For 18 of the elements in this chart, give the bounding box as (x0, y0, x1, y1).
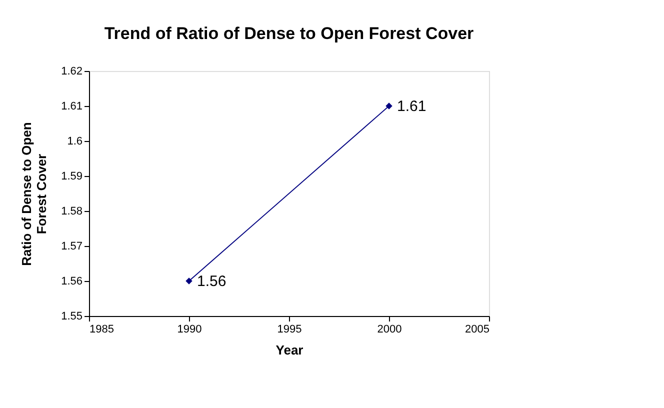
y-tick-label: 1.55 (61, 310, 82, 322)
y-tick-label: 1.58 (61, 206, 82, 218)
y-tick-label: 1.59 (61, 170, 82, 182)
y-axis-title: Ratio of Dense to Open Forest Cover (19, 122, 50, 266)
x-tick-label: 1985 (90, 324, 114, 336)
data-label: 1.61 (397, 98, 426, 115)
chart-title: Trend of Ratio of Dense to Open Forest Cover (104, 24, 474, 43)
y-tick-label: 1.62 (61, 66, 82, 78)
x-tick-label: 1990 (177, 324, 202, 336)
y-tick-label: 1.57 (61, 240, 82, 252)
y-tick-label: 1.56 (61, 276, 82, 288)
x-axis-title: Year (276, 342, 304, 358)
x-tick-label: 2000 (377, 324, 402, 336)
y-tick-label: 1.61 (61, 100, 82, 112)
x-tick-label: 2005 (465, 324, 490, 336)
x-tick-label: 1995 (277, 324, 302, 336)
data-label: 1.56 (197, 273, 226, 290)
y-tick-label: 1.6 (67, 136, 82, 148)
